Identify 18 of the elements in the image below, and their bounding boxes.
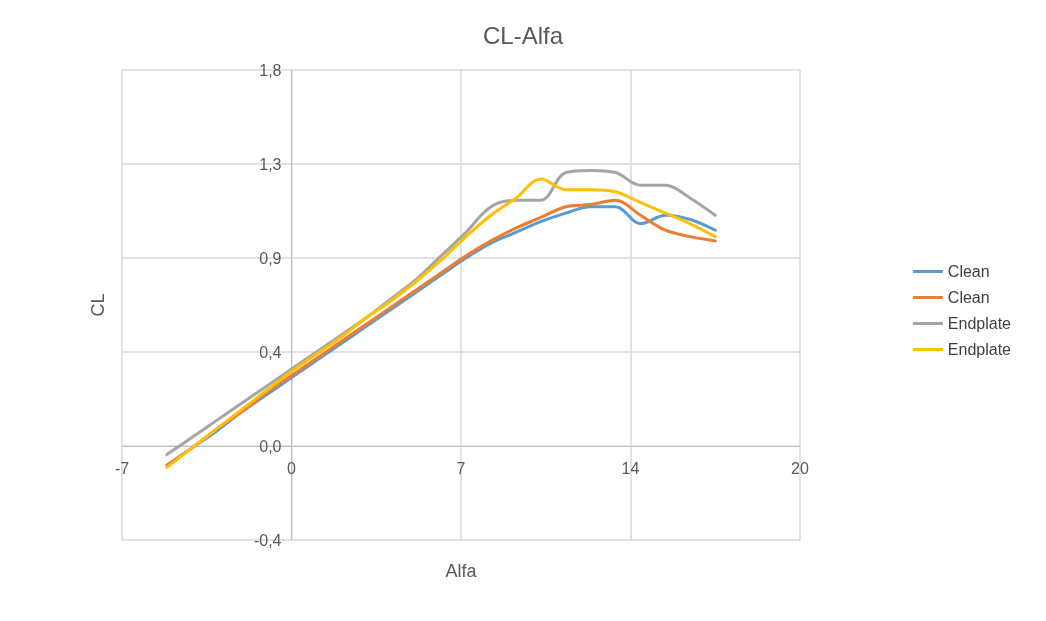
x-tick-label: 20: [791, 459, 809, 477]
y-tick-label: 0,9: [259, 249, 282, 267]
y-tick-label: 1,8: [259, 61, 282, 79]
x-tick-label: 0: [287, 459, 297, 477]
y-axis-title: CL: [87, 293, 108, 317]
legend-label: Endplate: [947, 341, 1012, 358]
x-tick-label: -7: [114, 459, 130, 477]
y-tick-label: 0,4: [259, 343, 282, 361]
x-axis-title: Alfa: [445, 561, 478, 581]
y-tick-label: -0,4: [253, 531, 282, 549]
legend-label: Clean: [947, 289, 990, 306]
x-tick-label: 7: [456, 459, 466, 477]
y-tick-label: 1,3: [259, 155, 282, 173]
y-tick-label: 0,0: [259, 437, 282, 455]
x-tick-label: 14: [621, 459, 640, 477]
chart-title: CL-Alfa: [482, 21, 564, 49]
legend-label: Endplate: [947, 315, 1012, 332]
legend-label: Clean: [947, 263, 990, 280]
